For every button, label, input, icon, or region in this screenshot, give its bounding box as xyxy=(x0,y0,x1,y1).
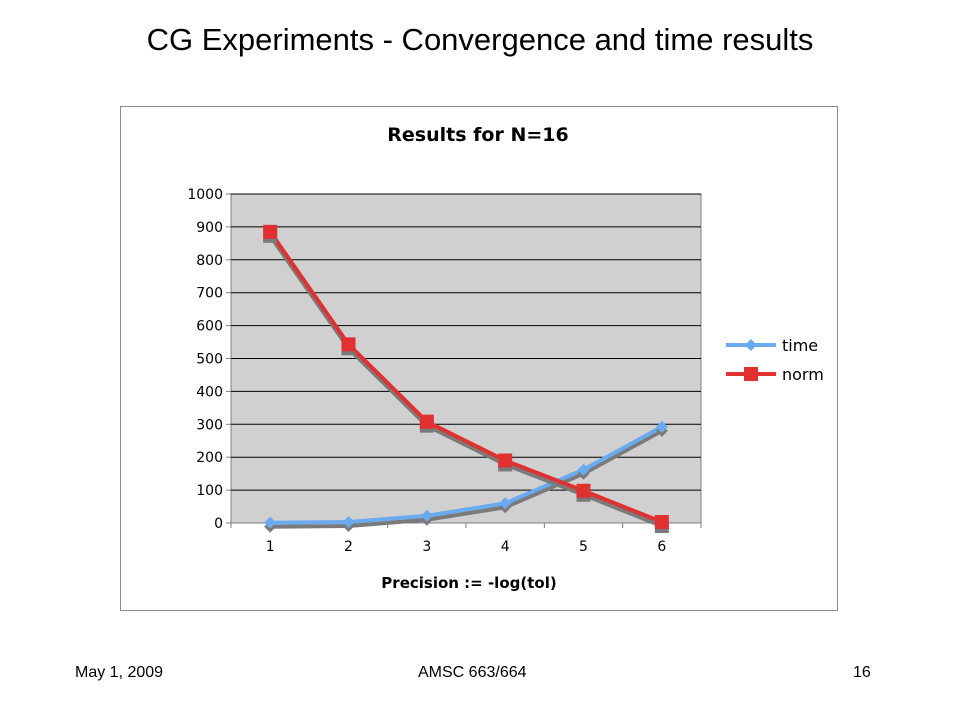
series-time-marker xyxy=(499,497,512,510)
y-tick-label: 600 xyxy=(196,319,223,335)
legend-time-label: time xyxy=(782,336,818,355)
legend-norm-marker xyxy=(744,367,758,381)
y-tick-label: 1000 xyxy=(187,187,223,203)
series-time-marker xyxy=(342,516,355,529)
series-norm-marker xyxy=(419,414,434,429)
series-norm-shadow xyxy=(268,234,663,528)
y-tick-label: 0 xyxy=(214,516,223,532)
x-tick-label: 5 xyxy=(579,539,588,555)
y-tick-label: 300 xyxy=(196,417,223,433)
series-time-marker xyxy=(264,516,277,529)
slide-title: CG Experiments - Convergence and time re… xyxy=(146,22,814,57)
legend-time-marker xyxy=(745,339,757,351)
y-tick-label: 100 xyxy=(196,483,223,499)
y-tick-label: 500 xyxy=(196,352,223,368)
y-tick-label: 800 xyxy=(196,253,223,269)
y-tick-label: 900 xyxy=(196,220,223,236)
series-time-line xyxy=(270,425,663,525)
footer-course: AMSC 663/664 xyxy=(418,664,527,681)
x-tick-label: 1 xyxy=(266,539,275,555)
series-time-marker xyxy=(655,420,668,433)
x-axis-label: Precision := -log(tol) xyxy=(381,574,556,592)
x-tick-label: 2 xyxy=(344,539,353,555)
x-tick-label: 6 xyxy=(657,539,666,555)
legend-norm-label: norm xyxy=(782,365,824,384)
footer-page-number: 16 xyxy=(853,664,871,681)
y-tick-label: 400 xyxy=(196,384,223,400)
series-norm-marker xyxy=(498,453,513,468)
x-tick-label: 4 xyxy=(501,539,510,555)
series-norm-marker xyxy=(263,224,278,239)
series-time-shadow xyxy=(270,429,663,529)
series-norm-line xyxy=(268,230,663,524)
y-tick-label: 700 xyxy=(196,286,223,302)
series-norm-marker xyxy=(341,337,356,352)
line-chart: Results for N=16 Precision := -log(tol) … xyxy=(187,124,824,592)
series-norm-marker xyxy=(654,515,669,530)
series-norm-marker xyxy=(576,483,591,498)
chart-title: Results for N=16 xyxy=(387,124,568,146)
y-tick-label: 200 xyxy=(196,450,223,466)
x-tick-label: 3 xyxy=(422,539,431,555)
series-time-marker xyxy=(577,463,590,476)
footer-date: May 1, 2009 xyxy=(75,664,164,681)
chart-frame: Results for N=16 Precision := -log(tol) … xyxy=(120,106,838,611)
